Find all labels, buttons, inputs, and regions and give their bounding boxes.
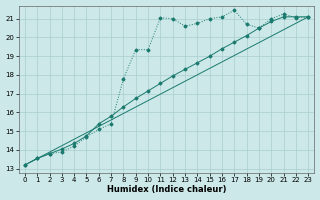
X-axis label: Humidex (Indice chaleur): Humidex (Indice chaleur) — [107, 185, 226, 194]
